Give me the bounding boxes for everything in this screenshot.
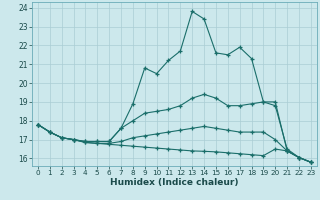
- X-axis label: Humidex (Indice chaleur): Humidex (Indice chaleur): [110, 178, 239, 187]
